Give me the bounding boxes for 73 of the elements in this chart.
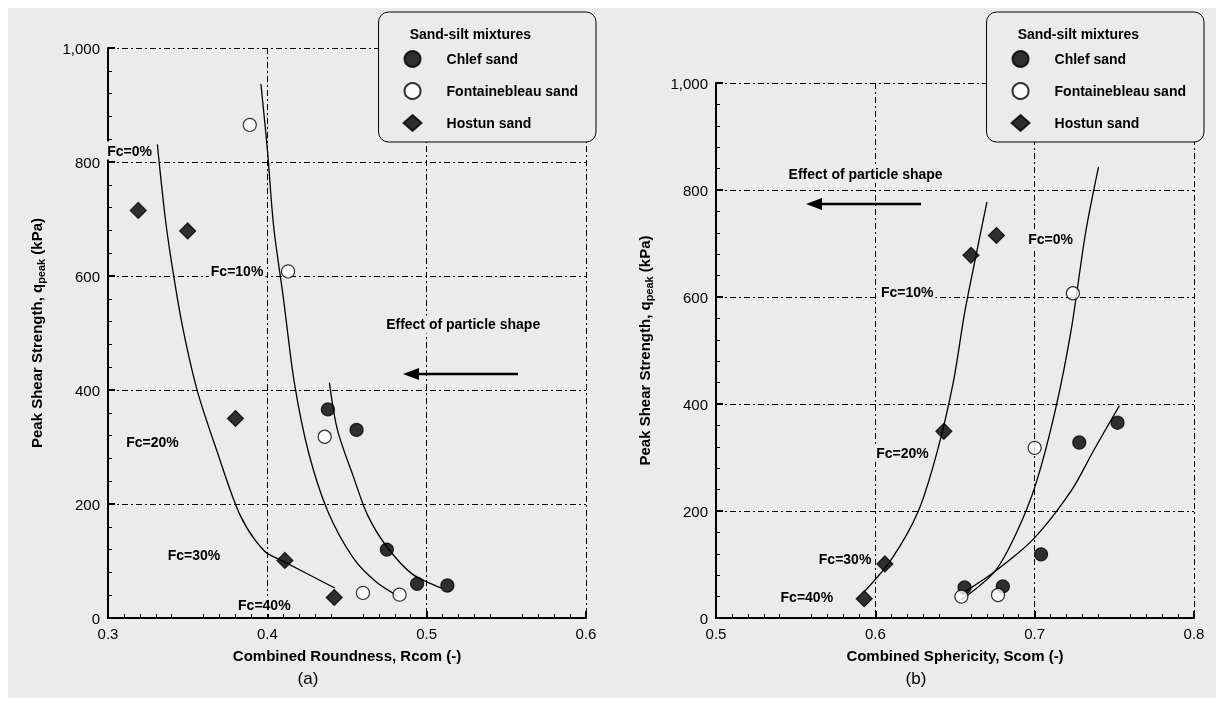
legend-label: Hostun sand (1054, 115, 1140, 131)
point (876, 555, 894, 573)
point (1072, 435, 1087, 450)
annotation: Fc=40% (780, 588, 834, 605)
x-tick-label: 0.8 (1183, 625, 1205, 642)
point (379, 542, 394, 557)
annotation: Fc=10% (880, 284, 935, 301)
legend-label: Fontainebleau sand (1054, 83, 1187, 99)
annotation: Effect of particle shape (788, 165, 943, 182)
y-tick-label: 400 (74, 381, 100, 399)
annotation: Fc=0% (107, 142, 153, 159)
y-tick-label: 0 (699, 609, 708, 627)
annotation: Fc=30% (818, 550, 872, 567)
point (1027, 440, 1042, 455)
legend-label: Chlef sand (446, 51, 519, 67)
x-axis-title: Combined Sphericity, Scom (-) (846, 647, 1064, 664)
annotation: Fc=20% (126, 434, 180, 451)
x-tick-label: 0.6 (864, 625, 886, 642)
legend-label: Chlef sand (1054, 51, 1127, 67)
text: (b) (905, 669, 927, 688)
point (226, 409, 245, 428)
point (392, 587, 407, 602)
point (317, 429, 332, 444)
point (1110, 415, 1125, 430)
point (1065, 286, 1081, 301)
point (1033, 547, 1049, 562)
x-tick-label: 0.5 (705, 625, 727, 642)
point (987, 226, 1006, 245)
legend-label: Hostun sand (446, 115, 532, 131)
point (129, 201, 147, 220)
y-tick-label: 1,000 (62, 39, 100, 57)
x-tick-label: 0.3 (97, 625, 119, 642)
annotation: Fc=20% (876, 444, 930, 461)
point (355, 585, 371, 601)
x-tick-label: 0.5 (416, 625, 438, 642)
point (320, 402, 335, 417)
y-tick-label: 600 (74, 267, 100, 285)
point (410, 576, 425, 591)
y-tick-label: 200 (74, 495, 100, 513)
y-tick-label: 800 (74, 153, 100, 171)
y-axis-title: Peak Shear Strength, qpeak (kPa) (636, 235, 655, 466)
point (954, 589, 969, 604)
point (276, 551, 294, 570)
point (179, 222, 197, 240)
point (990, 587, 1006, 603)
y-tick-label: 1,000 (670, 74, 708, 92)
y-tick-label: 0 (91, 609, 100, 627)
point (440, 578, 455, 593)
point (280, 264, 296, 279)
annotation: Fc=10% (210, 262, 264, 279)
x-tick-label: 0.7 (1024, 625, 1046, 642)
annotation: Fc=40% (238, 596, 292, 613)
point (349, 422, 364, 437)
y-tick-label: 800 (682, 181, 708, 199)
x-tick-label: 0.4 (256, 625, 278, 642)
y-axis-title: Peak Shear Strength, qpeak (kPa) (28, 217, 47, 449)
x-tick-label: 0.6 (575, 625, 597, 642)
x-axis-title: Combined Roundness, Rcom (-) (232, 647, 462, 664)
annotation: Effect of particle shape (386, 316, 541, 333)
y-tick-label: 400 (682, 395, 708, 413)
annotation: Fc=0% (1028, 230, 1074, 247)
legend-label: Fontainebleau sand (446, 83, 579, 99)
point (935, 422, 953, 440)
point (855, 590, 873, 608)
legend-title: Sand-silt mixtures (409, 26, 532, 42)
text: (a) (297, 669, 319, 688)
point (242, 117, 257, 133)
y-tick-label: 200 (682, 502, 708, 520)
y-tick-label: 600 (682, 288, 708, 306)
legend-title: Sand-silt mixtures (1017, 26, 1140, 42)
point (962, 246, 980, 264)
annotation: Fc=30% (167, 546, 221, 563)
point (325, 588, 343, 607)
